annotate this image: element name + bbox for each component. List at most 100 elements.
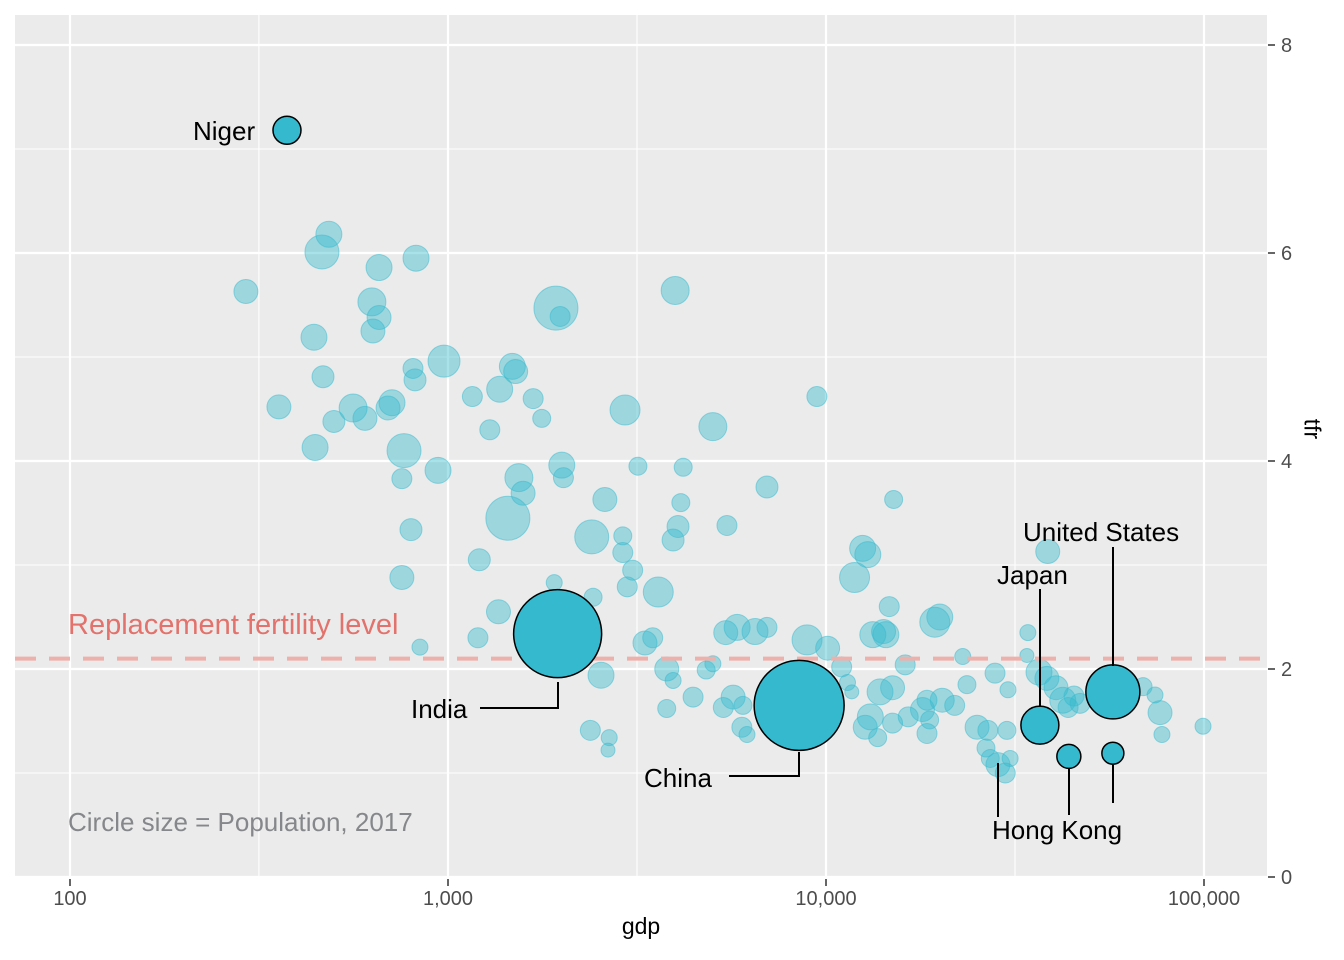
bubble (916, 722, 938, 744)
bubble (1019, 624, 1037, 642)
bubble (485, 599, 511, 625)
bubble (839, 674, 857, 692)
country-bubble-united-states (1085, 664, 1141, 720)
bubble (844, 684, 860, 700)
bubble (1035, 538, 1061, 564)
label-united-states: United States (1023, 517, 1180, 547)
bubble (522, 388, 544, 410)
bubble (884, 489, 904, 509)
bubble (592, 486, 618, 512)
bubble (545, 574, 563, 592)
bubble (741, 618, 769, 646)
bubble (723, 613, 751, 641)
bubble (1019, 647, 1035, 663)
bubble (609, 394, 641, 426)
bubble (365, 254, 393, 282)
bubble (871, 619, 897, 645)
bubble (852, 714, 878, 740)
bubble (1049, 686, 1077, 714)
bubble (756, 616, 778, 638)
bubble (352, 405, 378, 431)
bubble (666, 515, 690, 539)
bubble (878, 596, 900, 618)
bubble (682, 686, 704, 708)
bubble (944, 694, 966, 716)
bubble (957, 675, 977, 695)
bubble (880, 675, 906, 701)
china-leader (729, 752, 800, 777)
bubble (671, 493, 691, 513)
bubble (984, 662, 1006, 684)
y-tick-label: 0 (1281, 867, 1292, 889)
country-bubble-india (512, 588, 603, 679)
bubble (642, 576, 674, 608)
bubble (479, 419, 501, 441)
bubble (360, 318, 386, 344)
bubble (1147, 700, 1173, 726)
y-tick-label: 8 (1281, 35, 1292, 57)
x-tick-label: 10,000 (795, 888, 856, 910)
bubble (999, 681, 1017, 699)
bubble (1063, 685, 1085, 707)
bubble (926, 603, 954, 631)
bubble (994, 762, 1016, 784)
bubble (1194, 717, 1212, 735)
bubble (919, 606, 951, 638)
bubble (612, 542, 634, 564)
bubble (600, 742, 616, 758)
bubble (897, 706, 919, 728)
bubble (485, 495, 531, 541)
bubble (467, 627, 489, 649)
bubble (657, 699, 677, 719)
bubble (839, 561, 871, 593)
bubble (733, 695, 753, 715)
bubble (712, 696, 734, 718)
y-tick-label: 4 (1281, 451, 1292, 473)
bubble (660, 275, 690, 305)
bubble (233, 278, 259, 304)
bubble (574, 519, 610, 555)
bubble (532, 408, 552, 428)
bubble (716, 514, 738, 536)
bubble (427, 344, 461, 378)
country-bubble-japan (1020, 705, 1060, 745)
bubble (411, 638, 429, 656)
bubble (613, 526, 633, 546)
bubble (399, 518, 423, 542)
bubble (664, 671, 682, 689)
bubble (1153, 726, 1171, 744)
label-china: China (644, 763, 712, 793)
x-axis-title: gdp (621, 913, 661, 939)
bubble (738, 726, 756, 744)
bubble (673, 457, 693, 477)
label-niger: Niger (193, 116, 256, 146)
bubble (600, 729, 618, 747)
y-tick-label: 2 (1281, 659, 1292, 681)
size-legend-caption: Circle size = Population, 2017 (68, 807, 413, 837)
bubble (402, 357, 424, 379)
bubble (587, 661, 615, 689)
bubble (976, 738, 996, 758)
bubble (461, 386, 483, 408)
bubble (616, 576, 638, 598)
bubble (854, 541, 882, 569)
labeled-country-bubbles (272, 115, 1141, 770)
bubble (1146, 686, 1164, 704)
label-india: India (411, 694, 468, 724)
bubble (467, 548, 491, 572)
bubble (755, 475, 779, 499)
bubble (997, 720, 1017, 740)
y-tick-label: 6 (1281, 243, 1292, 265)
country-bubble-niger (272, 115, 302, 146)
bubble (403, 368, 427, 392)
bubble (424, 456, 452, 484)
bubble (366, 304, 392, 330)
bubble (868, 728, 888, 748)
bubble (628, 456, 648, 476)
india-leader (480, 682, 559, 709)
bubble (731, 716, 753, 738)
bubble (301, 433, 329, 461)
bubble (322, 409, 346, 433)
bubble (977, 719, 999, 741)
